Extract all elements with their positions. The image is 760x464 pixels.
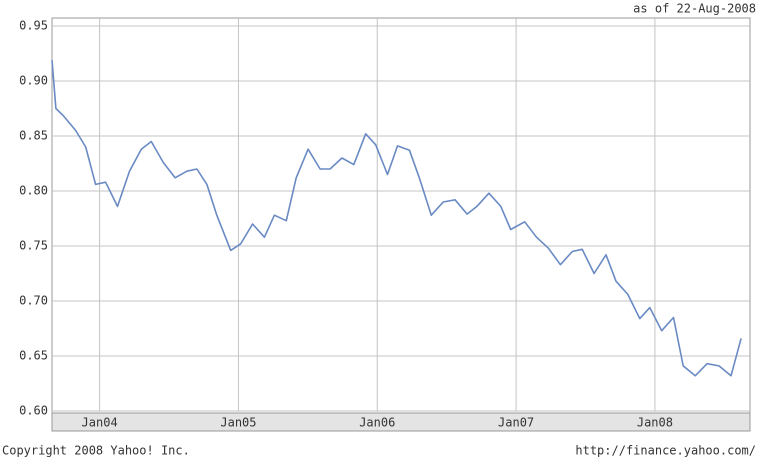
y-tick-label: 0.70 bbox=[19, 294, 48, 308]
y-tick-label: 0.65 bbox=[19, 349, 48, 363]
copyright: Copyright 2008 Yahoo! Inc. bbox=[2, 444, 190, 458]
x-tick-label: Jan07 bbox=[498, 416, 534, 430]
x-tick-label: Jan05 bbox=[220, 416, 256, 430]
y-tick-label: 0.90 bbox=[19, 74, 48, 88]
x-axis-band bbox=[51, 412, 751, 432]
y-tick-label: 0.60 bbox=[19, 404, 48, 418]
plot-frame bbox=[51, 17, 751, 432]
source-url: http://finance.yahoo.com/ bbox=[575, 444, 756, 458]
price-line bbox=[51, 60, 742, 377]
x-tick-label: Jan06 bbox=[359, 416, 395, 430]
x-tick-label: Jan04 bbox=[82, 416, 118, 430]
y-tick-label: 0.80 bbox=[19, 184, 48, 198]
x-tick-label: Jan08 bbox=[637, 416, 673, 430]
y-tick-label: 0.95 bbox=[19, 19, 48, 33]
as-of-note: as of 22-Aug-2008 bbox=[633, 2, 756, 16]
y-tick-label: 0.75 bbox=[19, 239, 48, 253]
y-tick-label: 0.85 bbox=[19, 129, 48, 143]
